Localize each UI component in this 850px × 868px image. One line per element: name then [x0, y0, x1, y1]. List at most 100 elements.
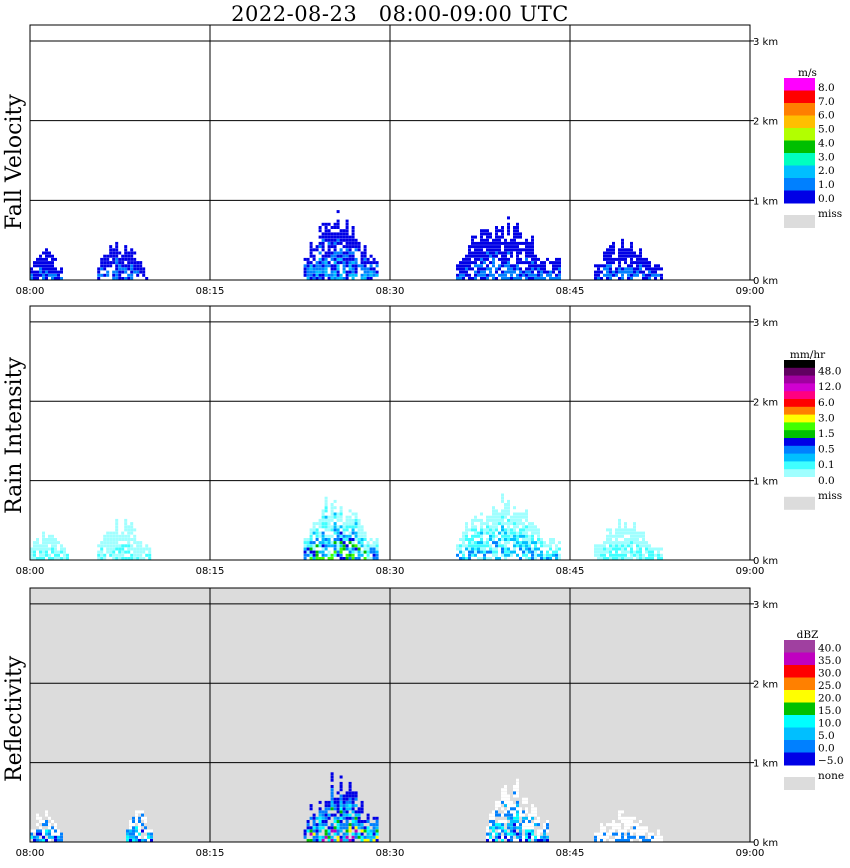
- echo-cell: [528, 248, 531, 252]
- echo-cell: [103, 257, 107, 261]
- echo-cell: [339, 515, 343, 519]
- echo-cell: [606, 534, 609, 538]
- echo-2: [303, 496, 379, 560]
- echo-cell: [339, 794, 343, 798]
- echo-cell: [363, 257, 367, 261]
- echo-cell: [615, 544, 618, 548]
- echo-cell: [645, 264, 648, 268]
- x-tick-label: 09:00: [736, 566, 765, 577]
- echo-cell: [516, 794, 519, 798]
- echo-cell: [115, 531, 119, 535]
- echo-cell: [124, 534, 128, 538]
- echo-cell: [342, 270, 346, 274]
- echo-cell: [336, 835, 340, 839]
- echo-cell: [354, 813, 358, 817]
- echo-cell: [495, 509, 498, 513]
- echo-cell: [330, 503, 334, 506]
- echo-cell: [531, 557, 534, 560]
- echo-cell: [339, 781, 343, 785]
- echo-cell: [132, 829, 135, 833]
- echo-cell: [609, 829, 612, 833]
- x-tick-label: 08:30: [376, 848, 405, 859]
- echo-cell: [657, 550, 660, 554]
- echo-cell: [124, 245, 128, 249]
- echo-cell: [534, 261, 537, 265]
- echo-cell: [471, 538, 474, 541]
- echo-cell: [141, 813, 144, 817]
- echo-cell: [348, 826, 352, 830]
- echo-cell: [483, 267, 486, 271]
- echo-cell: [630, 553, 633, 557]
- echo-cell: [357, 810, 361, 814]
- echo-cell: [543, 835, 546, 839]
- colorbar-swatch: [784, 727, 815, 741]
- echo-cell: [525, 810, 528, 814]
- echo-cell: [495, 557, 498, 560]
- echo-cell: [504, 791, 507, 795]
- echo-cell: [468, 544, 471, 548]
- echo-cell: [363, 538, 367, 541]
- echo-cell: [333, 531, 337, 535]
- echo-cell: [531, 826, 534, 830]
- echo-cell: [306, 261, 310, 265]
- echo-cell: [118, 547, 122, 551]
- echo-cell: [366, 270, 370, 274]
- echo-cell: [525, 826, 528, 830]
- echo-cell: [486, 257, 489, 261]
- echo-cell: [360, 267, 364, 271]
- echo-cell: [372, 835, 376, 839]
- echo-cell: [36, 277, 39, 280]
- echo-cell: [312, 550, 316, 554]
- echo-cell: [519, 541, 522, 545]
- echo-cell: [112, 547, 116, 551]
- echo-cell: [543, 277, 546, 280]
- echo-cell: [531, 538, 534, 541]
- echo-cell: [501, 241, 504, 245]
- echo-cell: [132, 816, 135, 820]
- echo-1: [97, 241, 149, 280]
- echo-cell: [507, 264, 510, 268]
- colorbar-label: 6.0: [818, 110, 835, 122]
- echo-cell: [327, 235, 331, 239]
- echo-cell: [459, 538, 462, 541]
- echo-cell: [621, 547, 624, 551]
- echo-cell: [471, 522, 474, 526]
- echo-cell: [315, 245, 319, 249]
- echo-cell: [513, 826, 516, 830]
- echo-cell: [555, 557, 558, 560]
- echo-cell: [60, 270, 63, 274]
- echo-cell: [369, 261, 373, 265]
- echo-cell: [363, 550, 367, 554]
- echo-cell: [648, 277, 651, 280]
- echo-cell: [486, 538, 489, 541]
- echo-cell: [342, 816, 346, 820]
- echo-cell: [135, 820, 138, 823]
- echo-cell: [600, 832, 603, 836]
- echo-cell: [498, 800, 501, 804]
- echo-cell: [528, 277, 531, 280]
- colorbar-swatch: [784, 477, 815, 486]
- echo-cell: [480, 522, 483, 526]
- echo-cell: [336, 544, 340, 548]
- echo-cell: [459, 557, 462, 560]
- colorbar-swatch: [784, 438, 815, 447]
- echo-cell: [372, 816, 376, 820]
- echo-cell: [369, 277, 373, 280]
- echo-cell: [507, 506, 510, 510]
- echo-cell: [639, 534, 642, 538]
- echo-cell: [513, 541, 516, 545]
- echo-cell: [360, 251, 364, 255]
- echo-cell: [342, 257, 346, 261]
- echo-cell: [603, 541, 606, 545]
- echo-cell: [609, 832, 612, 836]
- echo-cell: [633, 823, 636, 827]
- echo-cell: [489, 823, 492, 827]
- colorbar-label: 3.0: [818, 412, 835, 424]
- echo-cell: [360, 541, 364, 545]
- echo-cell: [30, 273, 33, 277]
- echo-cell: [495, 254, 498, 258]
- echo-cell: [118, 534, 122, 538]
- echo-cell: [39, 826, 42, 830]
- echo-cell: [528, 544, 531, 548]
- echo-cell: [118, 257, 122, 261]
